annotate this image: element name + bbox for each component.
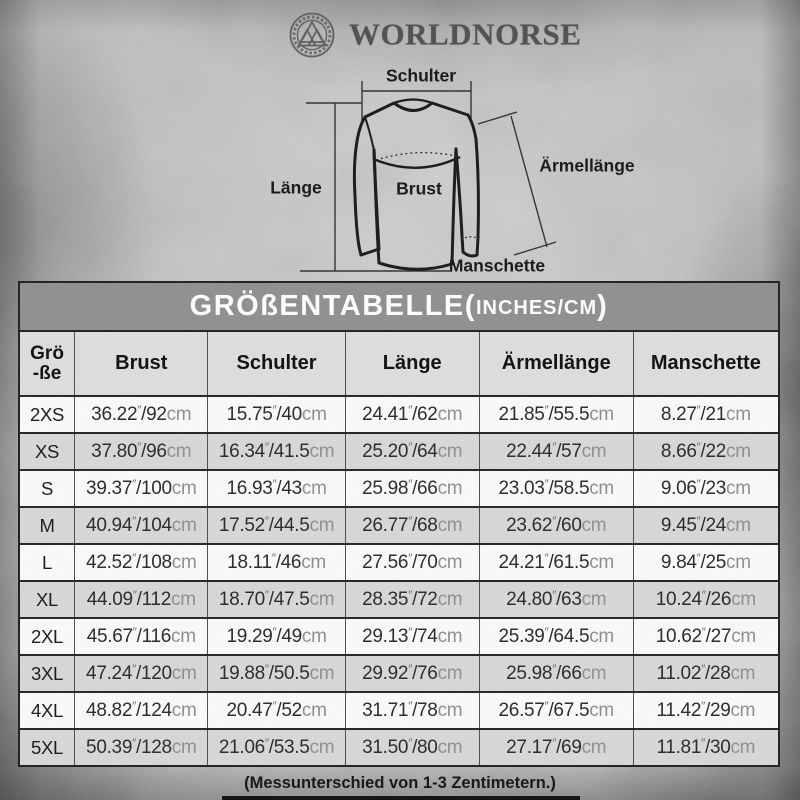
size-cell: 4XL [20,691,75,729]
shirt-measurement-diagram [300,81,557,272]
measurement-cell: 44.09″/112cm [74,580,208,618]
measurement-cell: 16.34″/41.5cm [207,432,346,470]
footnote: (Messunterschied von 1-3 Zentimetern.) [244,774,556,792]
measurement-cell: 11.42″/29cm [632,691,778,729]
measurement-cell: 27.56″/70cm [344,543,480,581]
measurement-cell: 9.45″/24cm [632,506,778,544]
measurement-cell: 15.75″/40cm [207,395,346,433]
bottom-edge-bar [222,796,580,800]
size-cell: S [20,469,75,507]
table-row: XL 44.09″/112cm 18.70″/47.5cm 28.35″/72cm 24… [20,580,778,618]
measurement-cell: 9.84″/25cm [632,543,778,581]
column-header-schulter: Schulter [207,332,346,396]
size-cell: XL [20,580,75,618]
measurement-cell: 19.29″/49cm [207,617,346,655]
label-schulter: Schulter [385,65,457,86]
measurement-cell: 50.39″/128cm [74,728,208,765]
measurement-cell: 17.52″/44.5cm [207,506,346,544]
table-row: 4XL 48.82″/124cm 20.47″/52cm 31.71″/78cm 26.… [20,691,778,729]
table-row: L 42.52″/108cm 18.11″/46cm 27.56″/70cm 24.21… [20,543,778,581]
measurement-cell: 10.24″/26cm [632,580,778,618]
measurement-cell: 24.21″/61.5cm [478,543,634,581]
measurement-lines [300,81,557,272]
measurement-cell: 23.62″/60cm [478,506,634,544]
size-table: GRÖßENTABELLE(INCHES/CM) Grö -ße Brust S… [18,281,780,767]
measurement-cell: 45.67″/116cm [74,617,208,655]
measurement-cell: 9.06″/23cm [632,469,778,507]
measurement-cell: 16.93″/43cm [207,469,346,507]
measurement-cell: 18.11″/46cm [207,543,346,581]
measurement-cell: 25.20″/64cm [344,432,480,470]
measurement-cell: 11.02″/28cm [632,654,778,692]
measurement-cell: 29.13″/74cm [344,617,480,655]
label-laenge: Länge [270,177,322,198]
table-title-main: GRÖßENTABELLE( [189,290,476,322]
measurement-cell: 24.80″/63cm [478,580,634,618]
measurement-cell: 21.85″/55.5cm [478,395,634,433]
measurement-cell: 26.57″/67.5cm [478,691,634,729]
label-manschette: Manschette [448,255,546,276]
measurement-cell: 37.80″/96cm [74,432,208,470]
measurement-cell: 31.71″/78cm [344,691,480,729]
measurement-cell: 22.44″/57cm [478,432,634,470]
measurement-cell: 26.77″/68cm [344,506,480,544]
table-row: 2XS 36.22″/92cm 15.75″/40cm 24.41″/62cm 21.8… [20,395,778,433]
size-cell: XS [20,432,75,470]
column-header-groesse: Grö -ße [20,332,75,396]
column-header-manschette: Manschette [632,332,778,396]
table-row: 5XL 50.39″/128cm 21.06″/53.5cm 31.50″/80cm 2… [20,728,778,765]
measurement-cell: 19.88″/50.5cm [207,654,346,692]
measurement-cell: 24.41″/62cm [344,395,480,433]
measurement-cell: 18.70″/47.5cm [207,580,346,618]
measurement-cell: 39.37″/100cm [74,469,208,507]
measurement-cell: 27.17″/69cm [478,728,634,765]
measurement-cell: 8.27″/21cm [632,395,778,433]
measurement-cell: 48.82″/124cm [74,691,208,729]
measurement-cell: 42.52″/108cm [74,543,208,581]
size-cell: L [20,543,75,581]
table-title-unit: INCHES/CM [475,296,598,319]
table-row: 3XL 47.24″/120cm 19.88″/50.5cm 29.92″/76cm 2… [20,654,778,692]
measurement-cell: 29.92″/76cm [344,654,480,692]
column-header-brust: Brust [74,332,208,396]
table-title-close: ) [597,290,609,322]
measurement-cell: 10.62″/27cm [632,617,778,655]
table-row: 2XL 45.67″/116cm 19.29″/49cm 29.13″/74cm 25.… [20,617,778,655]
measurement-cell: 25.98″/66cm [344,469,480,507]
header-row: Grö -ße Brust Schulter Länge Ärmellänge … [20,332,778,396]
measurement-cell: 36.22″/92cm [74,395,208,433]
size-cell: 2XS [20,395,75,433]
measurement-cell: 21.06″/53.5cm [207,728,346,765]
chest-girth-line [375,152,461,169]
measurement-cell: 31.50″/80cm [344,728,480,765]
measurement-cell: 11.81″/30cm [632,728,778,765]
table-row: S 39.37″/100cm 16.93″/43cm 25.98″/66cm 23.03… [20,469,778,507]
measurement-cell: 23.03″/58.5cm [478,469,634,507]
measurement-cell: 28.35″/72cm [344,580,480,618]
column-header-aermellaenge: Ärmellänge [478,332,634,396]
table-title: GRÖßENTABELLE(INCHES/CM) [20,283,778,332]
size-cell: 2XL [20,617,75,655]
size-cell: 5XL [20,728,75,765]
measurement-cell: 8.66″/22cm [632,432,778,470]
label-brust: Brust [396,178,442,199]
measurement-cell: 25.39″/64.5cm [478,617,634,655]
size-cell: M [20,506,75,544]
measurement-cell: 20.47″/52cm [207,691,346,729]
measurement-cell: 47.24″/120cm [74,654,208,692]
table-row: M 40.94″/104cm 17.52″/44.5cm 26.77″/68cm 23.… [20,506,778,544]
label-aermellaenge: Ärmellänge [539,155,635,176]
measurement-cell: 25.98″/66cm [478,654,634,692]
column-header-laenge: Länge [344,332,480,396]
size-cell: 3XL [20,654,75,692]
measurement-cell: 40.94″/104cm [74,506,208,544]
table-row: XS 37.80″/96cm 16.34″/41.5cm 25.20″/64cm 22.… [20,432,778,470]
